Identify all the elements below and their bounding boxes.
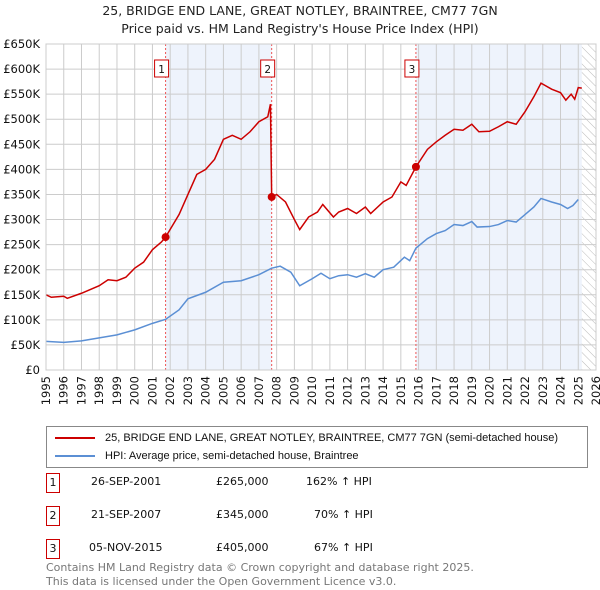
legend-swatch-red bbox=[55, 437, 95, 439]
x-tick-label: 2011 bbox=[323, 376, 337, 405]
x-tick-label: 2026 bbox=[589, 376, 600, 405]
marker-badge: 2 bbox=[46, 506, 60, 526]
transaction-price: £405,000 bbox=[216, 541, 269, 554]
x-tick-label: 2014 bbox=[376, 376, 390, 405]
transaction-price: £345,000 bbox=[216, 508, 269, 521]
transaction-hpi: 70% ↑ HPI bbox=[314, 508, 373, 521]
x-tick-label: 2012 bbox=[341, 376, 355, 405]
x-tick-label: 2018 bbox=[447, 376, 461, 405]
x-tick-label: 1995 bbox=[39, 376, 53, 405]
chart-title: 25, BRIDGE END LANE, GREAT NOTLEY, BRAIN… bbox=[102, 3, 498, 18]
x-tick-label: 2015 bbox=[394, 376, 408, 405]
x-tick-label: 2025 bbox=[571, 376, 585, 405]
x-tick-label: 2017 bbox=[429, 376, 443, 405]
x-tick-label: 1997 bbox=[74, 376, 88, 405]
transaction-date: 05-NOV-2015 bbox=[89, 541, 163, 554]
x-tick-label: 2007 bbox=[252, 376, 266, 405]
x-tick-label: 2022 bbox=[518, 376, 532, 405]
sale-marker-label: 1 bbox=[158, 64, 165, 76]
legend-item-hpi: HPI: Average price, semi-detached house,… bbox=[55, 448, 359, 464]
x-tick-label: 2004 bbox=[199, 376, 213, 405]
x-tick-label: 2009 bbox=[287, 376, 301, 405]
x-tick-label: 2019 bbox=[465, 376, 479, 405]
property-price-line bbox=[45, 82, 582, 300]
y-tick-label: £300K bbox=[3, 213, 40, 227]
sale-marker-badge bbox=[154, 59, 170, 78]
sale-point bbox=[161, 233, 170, 242]
y-tick-label: £400K bbox=[3, 162, 40, 176]
y-tick-label: £600K bbox=[3, 62, 40, 76]
sale-marker-label: 3 bbox=[409, 64, 416, 76]
sale-point bbox=[411, 162, 420, 171]
y-tick-label: £50K bbox=[11, 338, 41, 352]
y-tick-label: £350K bbox=[3, 187, 40, 201]
sale-marker-badge bbox=[260, 59, 276, 78]
sale-point bbox=[267, 192, 276, 201]
transaction-date: 26-SEP-2001 bbox=[91, 475, 162, 488]
y-tick-label: £0 bbox=[25, 363, 40, 377]
y-tick-label: £100K bbox=[3, 313, 40, 327]
x-tick-label: 2000 bbox=[128, 376, 142, 405]
legend-label: HPI: Average price, semi-detached house,… bbox=[105, 450, 359, 462]
shaded-period bbox=[165, 44, 272, 370]
y-tick-label: £150K bbox=[3, 288, 40, 302]
y-tick-label: £650K bbox=[3, 37, 40, 51]
y-tick-label: £250K bbox=[3, 238, 40, 252]
plot-border bbox=[45, 43, 597, 371]
x-tick-label: 2002 bbox=[163, 376, 177, 405]
plot-area: 1995 1996 1997 1998 1999 2000 2001 2002 2003 2004… bbox=[3, 37, 600, 405]
footer-copyright: Contains HM Land Registry data © Crown c… bbox=[46, 561, 474, 574]
x-tick-label: 2001 bbox=[145, 376, 159, 405]
x-tick-label: 2005 bbox=[216, 376, 230, 405]
sale-marker-label: 2 bbox=[264, 64, 271, 76]
chart-subtitle: Price paid vs. HM Land Registry's House … bbox=[121, 21, 479, 36]
x-tick-label: 2016 bbox=[412, 376, 426, 405]
transaction-price: £265,000 bbox=[216, 475, 269, 488]
x-tick-label: 2010 bbox=[305, 376, 319, 405]
y-tick-label: £500K bbox=[3, 112, 40, 126]
x-tick-label: 2003 bbox=[181, 376, 195, 405]
x-tick-label: 2006 bbox=[234, 376, 248, 405]
transaction-hpi: 67% ↑ HPI bbox=[314, 541, 373, 554]
x-tick-label: 2023 bbox=[536, 376, 550, 405]
x-tick-label: 1999 bbox=[110, 376, 124, 405]
x-tick-label: 2024 bbox=[554, 376, 568, 405]
x-tick-label: 2013 bbox=[358, 376, 372, 405]
y-tick-label: £200K bbox=[3, 263, 40, 277]
x-tick-label: 2020 bbox=[483, 376, 497, 405]
legend-label: 25, BRIDGE END LANE, GREAT NOTLEY, BRAIN… bbox=[105, 432, 558, 444]
shaded-period bbox=[415, 44, 582, 370]
x-tick-label: 1996 bbox=[57, 376, 71, 405]
hpi-line bbox=[45, 197, 579, 344]
marker-badge: 1 bbox=[46, 473, 60, 493]
y-tick-label: £550K bbox=[3, 87, 40, 101]
footer-licence: This data is licensed under the Open Gov… bbox=[46, 575, 397, 588]
legend: 25, BRIDGE END LANE, GREAT NOTLEY, BRAIN… bbox=[46, 426, 588, 468]
x-tick-label: 1998 bbox=[92, 376, 106, 405]
marker-badge: 3 bbox=[46, 539, 60, 559]
forecast-hatch bbox=[581, 44, 596, 370]
y-tick-label: £450K bbox=[3, 137, 40, 151]
transaction-hpi: 162% ↑ HPI bbox=[306, 475, 372, 488]
legend-item-property: 25, BRIDGE END LANE, GREAT NOTLEY, BRAIN… bbox=[55, 430, 558, 446]
x-tick-label: 2008 bbox=[270, 376, 284, 405]
legend-swatch-blue bbox=[55, 455, 95, 457]
x-tick-label: 2021 bbox=[500, 376, 514, 405]
sale-marker-badge bbox=[404, 59, 420, 78]
transaction-date: 21-SEP-2007 bbox=[91, 508, 162, 521]
